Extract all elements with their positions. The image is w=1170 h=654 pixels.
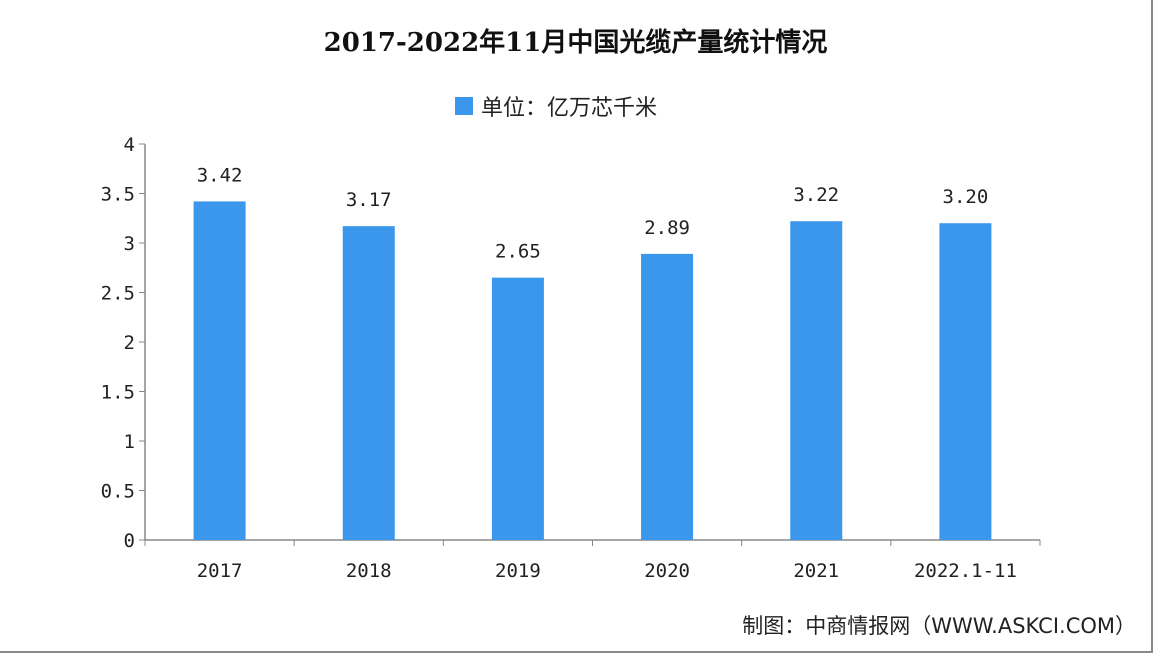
legend-swatch [455,97,473,115]
data-label: 3.42 [197,164,243,186]
chart-title: 2017-2022年11月中国光缆产量统计情况 [323,28,828,58]
bar [939,223,992,540]
y-tick-label: 2 [124,332,135,354]
y-tick-label: 3.5 [101,184,135,206]
x-tick-label: 2022.1-11 [914,560,1017,582]
x-tick-label: 2019 [495,560,541,582]
bar [193,201,246,541]
x-tick-label: 2018 [346,560,392,582]
bar [790,221,843,540]
source-note: 制图：中商情报网（WWW.ASKCI.COM） [742,614,1136,638]
data-label: 3.22 [793,184,839,206]
bar [491,277,544,540]
bar [342,226,395,541]
y-tick-label: 0 [124,530,135,552]
data-label: 2.89 [644,217,690,239]
y-tick-label: 1.5 [101,382,135,404]
y-tick-label: 3 [124,233,135,255]
x-tick-label: 2020 [644,560,690,582]
legend-label: 单位：亿万芯千米 [481,96,658,121]
data-label: 2.65 [495,241,541,263]
x-tick-label: 2017 [197,560,243,582]
data-label: 3.17 [346,189,392,211]
y-tick-label: 4 [124,134,135,156]
y-tick-label: 2.5 [101,283,135,305]
y-tick-label: 0.5 [101,481,135,503]
data-label: 3.20 [943,186,989,208]
x-tick-label: 2021 [793,560,839,582]
y-tick-label: 1 [124,431,135,453]
bar [641,253,694,540]
legend: 单位：亿万芯千米 [455,90,657,122]
